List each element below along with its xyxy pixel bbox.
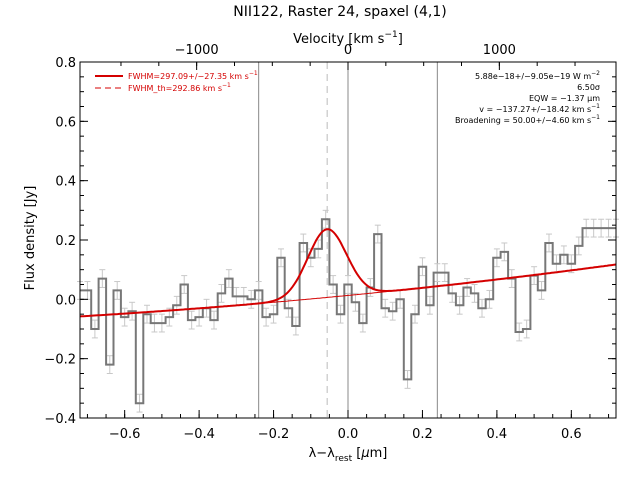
annotation-velocity: v = −137.27+/−18.42 km s−1 <box>479 103 600 114</box>
legend-label-fwhm-th: FWHM_th=292.86 km s−1 <box>128 82 231 93</box>
annotation-eqw: EQW = −1.37 μm <box>529 94 600 103</box>
fit-model <box>79 228 617 318</box>
annotation-sigma: 6.50σ <box>577 83 600 92</box>
y-tick-label-5: 0.6 <box>55 115 76 130</box>
legend: FWHM=297.09+/−27.35 km s−1 FWHM_th=292.8… <box>95 70 258 93</box>
x-axis-label: λ−λrest [μm] <box>309 446 388 464</box>
top-axis-label: Velocity [km s−1] <box>293 30 403 47</box>
annotation-flux: 5.88e−18+/−9.05e−19 W m−2 <box>475 70 600 81</box>
top-tick-label-2: 1000 <box>483 43 516 58</box>
x-tick-label-3: 0.0 <box>338 427 359 442</box>
spectrum-histogram <box>80 218 616 405</box>
y-tick-label-0: −0.4 <box>44 412 76 427</box>
grid-layer <box>258 62 438 418</box>
x-tick-label-2: −0.2 <box>258 427 290 442</box>
x-tick-label-6: 0.6 <box>561 427 582 442</box>
chart-title: NII122, Raster 24, spaxel (4,1) <box>233 4 446 20</box>
x-tick-label-0: −0.6 <box>109 427 141 442</box>
top-tick-label-0: −1000 <box>175 43 219 58</box>
y-tick-label-1: −0.2 <box>44 353 76 368</box>
legend-label-fwhm: FWHM=297.09+/−27.35 km s−1 <box>128 70 258 81</box>
y-tick-label-6: 0.8 <box>55 56 76 71</box>
y-tick-label-4: 0.4 <box>55 175 76 190</box>
y-tick-label-3: 0.2 <box>55 234 76 249</box>
fit-annotations: 5.88e−18+/−9.05e−19 W m−2 6.50σ EQW = −1… <box>455 70 600 125</box>
y-axis-label: Flux density [Jy] <box>23 186 38 291</box>
data-layer <box>77 209 619 413</box>
x-tick-label-5: 0.4 <box>487 427 508 442</box>
x-tick-label-4: 0.2 <box>412 427 433 442</box>
top-tick-label-1: 0 <box>344 43 352 58</box>
y-tick-label-2: 0.0 <box>55 293 76 308</box>
annotation-broadening: Broadening = 50.00+/−4.60 km s−1 <box>455 114 600 125</box>
x-tick-label-1: −0.4 <box>183 427 215 442</box>
axes-layer: −0.6 −0.4 −0.2 0.0 0.2 0.4 0.6 −0.4 −0.2 0.0 0.2 0.… <box>44 43 617 442</box>
